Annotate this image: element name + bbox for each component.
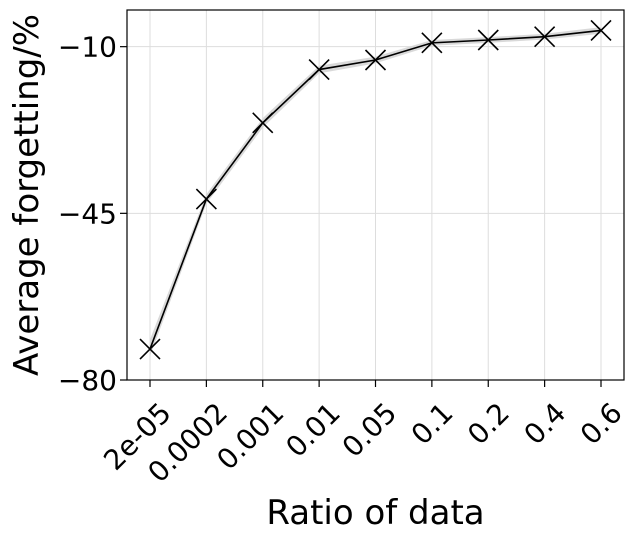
data-point-marker — [139, 338, 161, 360]
data-point-marker — [364, 49, 387, 71]
y-tick-label: −45 — [58, 197, 117, 230]
y-tick-label: −10 — [58, 31, 117, 64]
series-layer — [139, 19, 612, 360]
data-point-marker — [308, 58, 330, 81]
data-point-marker — [421, 32, 443, 54]
y-axis-ticks: −10 −45 −80 — [58, 31, 127, 397]
data-point-marker — [195, 188, 217, 210]
x-axis-title: Ratio of data — [266, 493, 484, 533]
data-point-marker — [590, 19, 612, 42]
x-tick-label: 0.01 — [279, 396, 346, 463]
data-point-marker — [477, 29, 499, 51]
data-point-marker — [252, 112, 274, 134]
x-tick-label: 0.1 — [405, 396, 460, 451]
y-tick-label: −80 — [58, 364, 117, 397]
x-tick-label: 0.2 — [461, 396, 516, 451]
x-tick-label: 0.4 — [517, 396, 572, 451]
x-tick-label: 0.6 — [574, 396, 629, 451]
data-point-marker — [534, 26, 556, 48]
x-tick-label: 0.05 — [336, 396, 403, 463]
y-axis-title: Average forgetting/% — [7, 14, 47, 376]
